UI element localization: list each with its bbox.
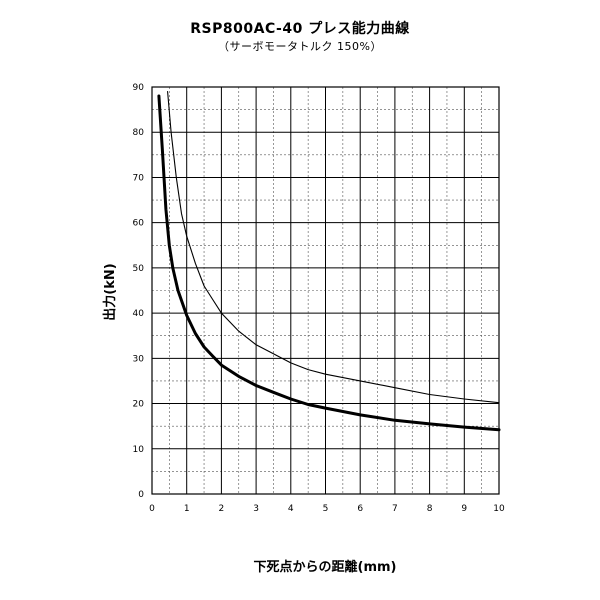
x-tick-label: 0	[149, 504, 155, 514]
x-axis-ticks: 0 1 2 3 4 5 6 7 8 9 10	[149, 504, 505, 514]
x-tick-label: 9	[461, 504, 467, 514]
y-tick-label: 60	[133, 219, 145, 229]
x-tick-label: 2	[219, 504, 225, 514]
y-tick-label: 0	[138, 490, 144, 500]
series-line-thick	[157, 94, 501, 432]
x-tick-label: 5	[323, 504, 329, 514]
y-tick-label: 90	[133, 83, 145, 93]
y-tick-label: 40	[133, 309, 145, 319]
y-tick-label: 50	[133, 264, 145, 274]
x-axis-label: 下死点からの距離(mm)	[254, 559, 397, 575]
series-line-thin	[167, 90, 500, 404]
y-tick-label: 30	[133, 354, 145, 364]
chart-subtitle: （サーボモータトルク 150%）	[218, 40, 382, 53]
y-tick-label: 70	[133, 173, 145, 183]
chart-title: RSP800AC-40 プレス能力曲線	[190, 21, 410, 37]
x-tick-label: 4	[288, 504, 294, 514]
x-tick-label: 1	[184, 504, 190, 514]
grid	[151, 86, 500, 495]
x-tick-label: 3	[253, 504, 259, 514]
y-axis-label: 出力(kN)	[102, 263, 118, 320]
y-axis-ticks: 0 10 20 30 40 50 60 70 80 90	[133, 83, 145, 500]
series-lines	[157, 90, 501, 432]
plot-frame	[151, 86, 500, 495]
y-tick-label: 10	[133, 445, 145, 455]
x-tick-label: 8	[427, 504, 433, 514]
x-tick-label: 7	[392, 504, 398, 514]
x-tick-label: 6	[357, 504, 363, 514]
y-tick-label: 80	[133, 128, 145, 138]
x-tick-label: 10	[493, 504, 505, 514]
y-tick-label: 20	[133, 400, 145, 410]
